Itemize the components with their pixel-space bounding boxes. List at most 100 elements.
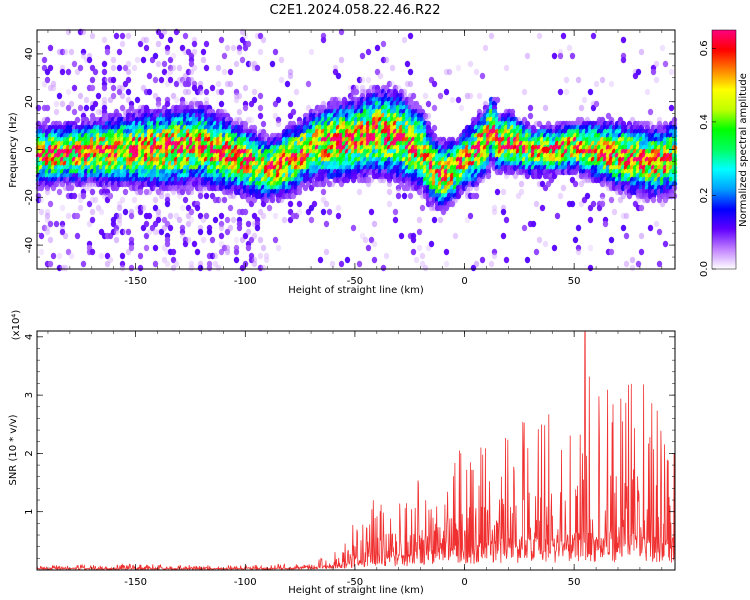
spectrogram-cell — [344, 256, 351, 264]
spectrogram-cell — [356, 76, 363, 84]
spectrogram-cell — [188, 208, 195, 216]
spectrogram-cell — [608, 80, 615, 88]
spectrogram-cell — [200, 48, 207, 56]
spectrogram-cell — [296, 188, 303, 196]
spectrogram-cell — [113, 236, 120, 244]
spectrogram-cell — [41, 224, 48, 232]
spectrogram-cell — [248, 116, 255, 124]
spectrogram-cell — [110, 64, 117, 72]
spectrogram-cell — [407, 32, 414, 40]
spectrogram-cell — [215, 264, 222, 272]
spectrogram-cell — [155, 208, 162, 216]
spectrogram-cell — [140, 36, 147, 44]
spectrogram-cell — [536, 236, 543, 244]
spectrogram-cell — [62, 48, 69, 56]
spectrogram-cell — [101, 84, 108, 92]
spectrogram-cell — [107, 256, 114, 264]
spectrogram-cell — [287, 72, 294, 80]
spectrogram-cell — [386, 200, 393, 208]
spectrogram-cell — [68, 252, 75, 260]
spectrogram-cell — [323, 248, 330, 256]
spectrogram-cell — [308, 216, 315, 224]
spectrogram-cell — [209, 236, 216, 244]
spectrogram-cell — [503, 256, 510, 264]
spectrogram-cell — [359, 84, 366, 92]
spectrogram-cell — [185, 80, 192, 88]
spectrogram-cell — [296, 200, 303, 208]
spectrogram-cell — [170, 92, 177, 100]
spectrogram-cell — [653, 60, 660, 68]
spectrogram-cell — [224, 80, 231, 88]
spectrogram-cell — [644, 88, 651, 96]
spectrogram-cell — [422, 92, 429, 100]
spectrogram-cell — [191, 64, 198, 72]
spectrogram-cell — [80, 192, 87, 200]
spectrogram-cell — [197, 212, 204, 220]
spectrogram-cell — [251, 260, 258, 268]
spectrogram-cell — [122, 64, 129, 72]
spectrogram-cell — [527, 104, 534, 112]
spectrogram-cell — [320, 36, 327, 44]
spectrogram-cell — [278, 56, 285, 64]
spectrogram-cell — [260, 36, 267, 44]
spectrogram-cell — [83, 104, 90, 112]
spectrogram-cell — [80, 52, 87, 60]
spectrogram-cell — [212, 252, 219, 260]
spectrogram-cell — [380, 264, 387, 272]
colorbar-tick-label: 0.0 — [699, 261, 710, 277]
spectrogram-cell — [392, 216, 399, 224]
spectrogram-cell — [152, 76, 159, 84]
spectrogram-cell — [473, 192, 480, 200]
spectrogram-cell — [233, 88, 240, 96]
spectrogram-cell — [389, 64, 396, 72]
spectrogram-cell — [233, 256, 240, 264]
spectrogram-cell — [110, 84, 117, 92]
spectrogram-cell — [71, 192, 78, 200]
spectrogram-cell — [575, 248, 582, 256]
spectrogram-cell — [104, 252, 111, 260]
spectrogram-cell — [245, 60, 252, 68]
spectrogram-cell — [488, 32, 495, 40]
spectrogram-cell — [581, 96, 588, 104]
spectrogram-cell — [44, 76, 51, 84]
spectrogram-cell — [530, 220, 537, 228]
x-tick-label: 0 — [461, 276, 467, 287]
spectrogram-cell — [521, 88, 528, 96]
spectrogram-cell — [395, 192, 402, 200]
spectrogram-cell — [323, 200, 330, 208]
spectrogram-cell — [185, 88, 192, 96]
spectrogram-cell — [368, 236, 375, 244]
spectrogram-cell — [401, 36, 408, 44]
spectrogram-cell — [182, 196, 189, 204]
spectrogram-cell — [185, 220, 192, 228]
spectrogram-cell — [419, 252, 426, 260]
spectrogram-cell — [638, 248, 645, 256]
spectrogram-cell — [572, 180, 579, 188]
spectrogram-cell — [98, 208, 105, 216]
spectrogram-cell — [137, 40, 144, 48]
spectrogram-cell — [293, 212, 300, 220]
spectrogram-cell — [305, 80, 312, 88]
spectrogram-cell — [71, 84, 78, 92]
spectrogram-cell — [56, 264, 63, 272]
spectrogram-cell — [227, 68, 234, 76]
spectrogram-cell — [152, 244, 159, 252]
spectrogram-cell — [572, 236, 579, 244]
spectrogram-cell — [449, 96, 456, 104]
spectrogram-cell — [152, 196, 159, 204]
spectrogram-cell — [77, 64, 84, 72]
spectrogram-cell — [188, 260, 195, 268]
spectrogram-cell — [569, 52, 576, 60]
spectrogram-cell — [143, 36, 150, 44]
spectrogram-cell — [467, 212, 474, 220]
spectrogram-cell — [176, 64, 183, 72]
spectrogram-cell — [371, 256, 378, 264]
spectrogram-cell — [218, 212, 225, 220]
spectrogram-cell — [110, 56, 117, 64]
x-tick-label: -150 — [124, 276, 147, 287]
spectrogram-cell — [647, 224, 654, 232]
spectrogram-cell — [437, 92, 444, 100]
spectrogram-cell — [185, 236, 192, 244]
spectrogram-cell — [203, 64, 210, 72]
spectrogram-cell — [404, 60, 411, 68]
